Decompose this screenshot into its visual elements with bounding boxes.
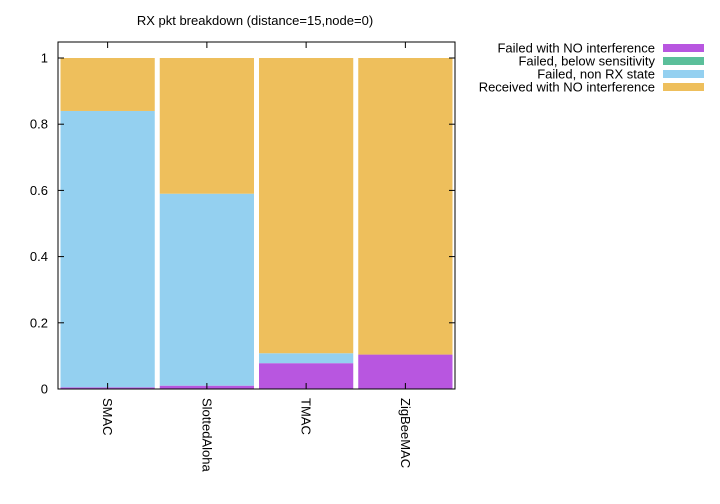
y-tick-label: 0 — [41, 382, 48, 397]
legend-swatch-3 — [663, 83, 704, 91]
y-tick-label: 0.8 — [30, 117, 48, 132]
legend-label-0: Failed with NO interference — [497, 41, 655, 56]
x-tick-label-smac: SMAC — [100, 398, 115, 436]
plot-frame — [57, 41, 456, 390]
x-tick-label-tmac: TMAC — [299, 398, 314, 435]
y-tick-label: 1 — [41, 51, 48, 66]
x-tick-label-zigbeemac: ZigBeeMAC — [398, 398, 413, 468]
y-tick-label: 0.6 — [30, 183, 48, 198]
legend-label-2: Failed, non RX state — [537, 67, 655, 82]
y-tick-label: 0.4 — [30, 249, 48, 264]
y-tick-label: 0.2 — [30, 315, 48, 330]
bars-group — [60, 58, 453, 389]
legend-swatch-1 — [663, 57, 704, 65]
bar-segment-tmac-series-2 — [259, 353, 354, 364]
legend-swatch-0 — [663, 44, 704, 52]
bar-segment-slottedaloha-series-2 — [159, 193, 254, 386]
legend-swatch-2 — [663, 70, 704, 78]
bar-segment-tmac-series-3 — [259, 58, 354, 354]
bar-segment-smac-series-2 — [60, 110, 155, 388]
x-tick-label-slottedaloha: SlottedAloha — [199, 398, 214, 472]
y-axis: 0 0.2 0.4 0.6 0.8 1 — [30, 51, 455, 397]
x-axis: SMAC SlottedAloha TMAC ZigBeeMAC — [100, 42, 413, 472]
bar-segment-smac-series-3 — [60, 58, 155, 111]
legend-label-1: Failed, below sensitivity — [518, 54, 655, 69]
chart-title: RX pkt breakdown (distance=15,node=0) — [137, 13, 373, 28]
bar-segment-slottedaloha-series-3 — [159, 58, 254, 194]
bar-segment-zigbeemac-series-3 — [358, 58, 453, 355]
legend-label-3: Received with NO interference — [479, 80, 655, 95]
